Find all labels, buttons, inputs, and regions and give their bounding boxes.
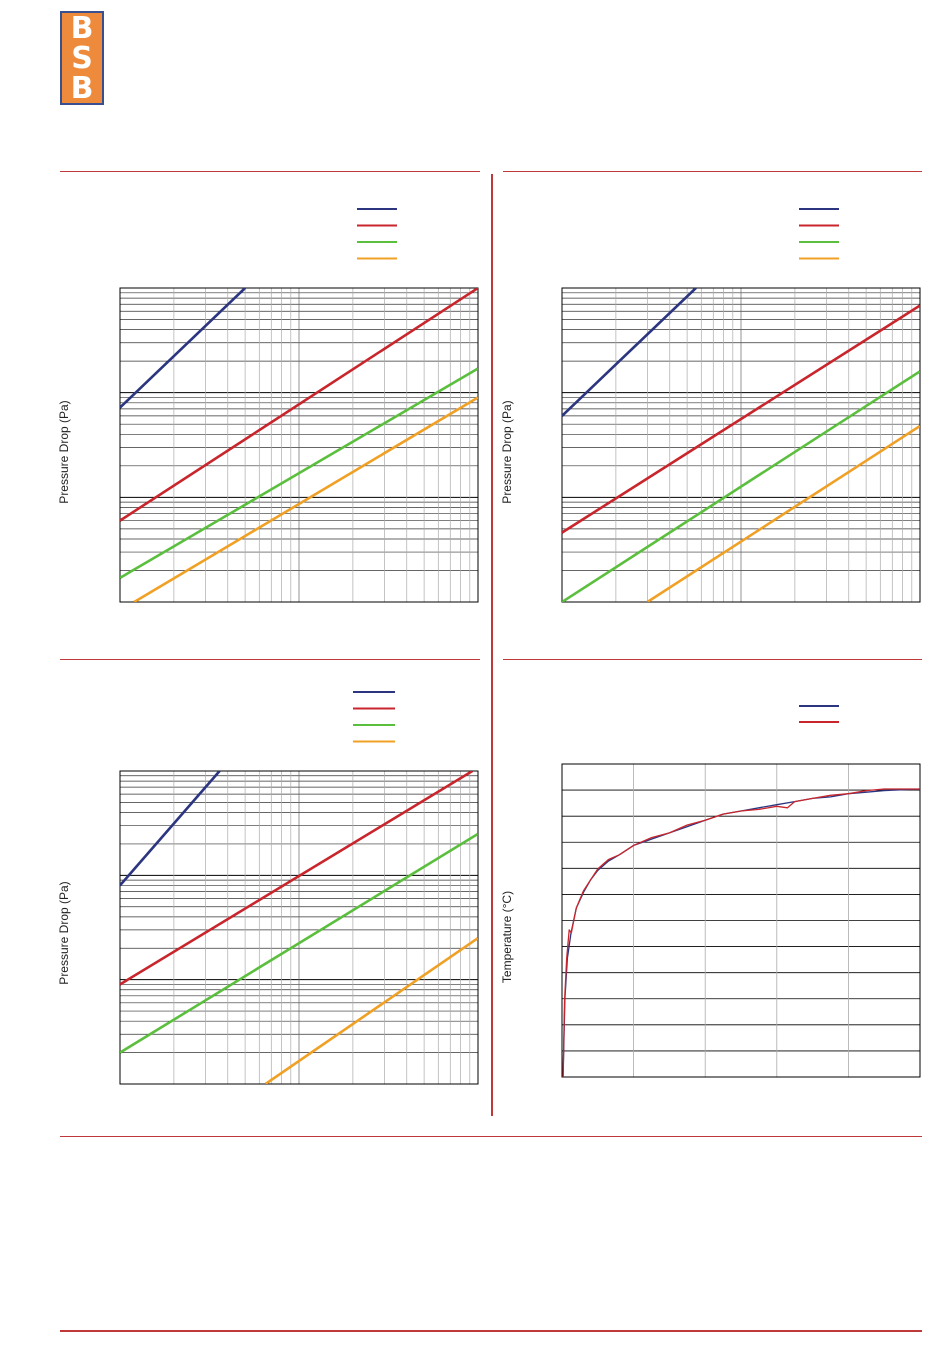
logo-letter-b2: B <box>70 71 94 106</box>
series-line-blue <box>562 788 920 1077</box>
section-rule-mid-left <box>60 659 480 660</box>
section-rule-top-right <box>503 171 922 172</box>
series-line-green <box>562 370 920 602</box>
series-line-red <box>562 304 920 534</box>
series-line-blue <box>562 288 697 417</box>
series-line-green <box>120 367 478 580</box>
y-axis-label: Pressure Drop (Pa) <box>57 881 71 984</box>
plot-frame <box>561 763 921 1078</box>
section-rule-mid-right <box>503 659 922 660</box>
series-line-red <box>120 771 474 986</box>
y-axis-label: Pressure Drop (Pa) <box>57 400 71 503</box>
plot-grid <box>120 288 478 602</box>
section-rule-bottom <box>60 1136 922 1137</box>
bsb-logo: B S B <box>60 11 104 105</box>
series-line-orange <box>264 937 478 1084</box>
plot-grid <box>120 771 478 1084</box>
series-line-blue <box>120 771 221 887</box>
series-line-red <box>562 788 920 1077</box>
section-rule-top-left <box>60 171 480 172</box>
series-line-blue <box>120 288 246 409</box>
series-line-orange <box>646 424 920 602</box>
series-line-green <box>120 832 478 1054</box>
y-axis-label: Pressure Drop (Pa) <box>500 400 514 503</box>
plot-frame <box>119 770 479 1085</box>
logo-letter-b1: B <box>70 11 94 46</box>
plot-frame <box>119 287 479 603</box>
plot-grid <box>562 764 920 1077</box>
plot-grid <box>562 288 920 602</box>
series-line-orange <box>133 396 478 602</box>
footer-rule <box>60 1330 922 1332</box>
plot-frame <box>561 287 921 603</box>
y-axis-label: Temperature (°C) <box>500 891 514 983</box>
column-divider <box>491 174 493 1116</box>
series-line-red <box>120 288 478 522</box>
logo-letter-s: S <box>71 41 93 76</box>
